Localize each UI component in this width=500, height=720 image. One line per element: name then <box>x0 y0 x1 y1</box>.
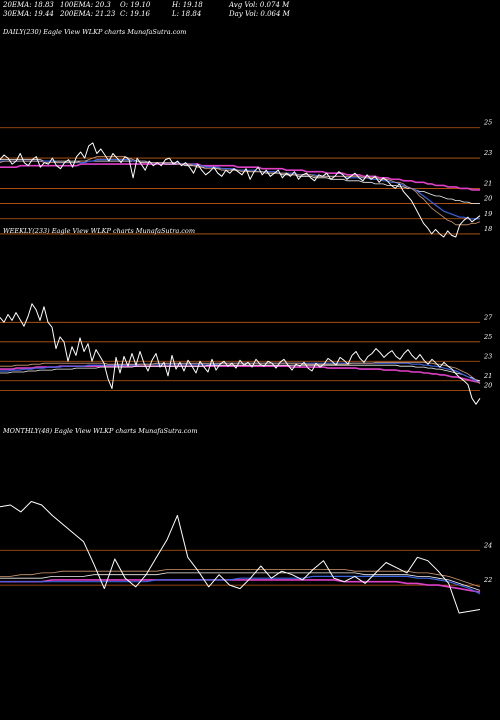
series-ema-mid-line <box>0 575 481 595</box>
series-ema-long-line <box>0 163 480 191</box>
stat-20ema: 20EMA: 18.83 <box>2 1 54 9</box>
stat-200ema: 200EMA: 21.23 <box>59 10 116 18</box>
y-tick-label: 24 <box>483 541 492 549</box>
y-tick-label: 25 <box>483 119 492 127</box>
series-ema-slow-line <box>0 364 481 382</box>
stat-100ema: 100EMA: 20.3 <box>60 1 111 9</box>
stats-header: 20EMA: 18.83 100EMA: 20.3 O: 19.10 H: 19… <box>2 1 291 18</box>
panel-daily-ticks: 25 23 21 20 19 18 <box>483 119 492 233</box>
y-tick-label: 18 <box>484 225 492 233</box>
y-tick-label: 19 <box>484 210 492 218</box>
stat-open: O: 19.10 <box>120 1 151 9</box>
panel-monthly-grid <box>0 549 480 586</box>
series-price-line <box>0 501 481 614</box>
series-ema-fast-line <box>0 569 481 588</box>
series-ema-fast-line <box>0 361 481 384</box>
panel-monthly-series <box>0 501 481 614</box>
panel-monthly-title: MONTHLY(48) Eagle View WLKP charts Munaf… <box>2 427 198 435</box>
series-ema-long-line <box>0 579 481 593</box>
stat-high: H: 19.18 <box>171 1 203 9</box>
stat-30ema: 30EMA: 19.44 <box>3 10 54 18</box>
panel-weekly: WEEKLY(233) Eagle View WLKP charts Munaf… <box>0 227 493 405</box>
y-tick-label: 27 <box>483 313 493 321</box>
y-tick-label: 21 <box>483 179 492 187</box>
y-tick-label: 22 <box>483 576 492 584</box>
series-ema-fast-line <box>0 156 481 226</box>
panel-weekly-title: WEEKLY(233) Eagle View WLKP charts Munaf… <box>3 227 195 235</box>
stat-low: L: 18.84 <box>171 10 201 18</box>
stat-day-vol: Day Vol: 0.064 M <box>228 10 291 18</box>
panel-daily-series <box>0 142 481 238</box>
panel-weekly-series <box>0 303 481 405</box>
panel-daily-grid <box>0 127 480 235</box>
y-tick-label: 21 <box>483 372 492 380</box>
y-tick-label: 20 <box>483 195 492 203</box>
stat-close: C: 19.16 <box>120 10 151 18</box>
y-tick-label: 20 <box>483 382 492 390</box>
y-tick-label: 23 <box>483 352 492 360</box>
y-tick-label: 23 <box>483 149 492 157</box>
panel-monthly: MONTHLY(48) Eagle View WLKP charts Munaf… <box>0 427 492 614</box>
panel-weekly-ticks: 27 25 23 21 20 <box>483 313 493 389</box>
panel-daily-title: DAILY(230) Eagle View WLKP charts Munafa… <box>2 28 186 36</box>
panel-daily: DAILY(230) Eagle View WLKP charts Munafa… <box>0 28 492 238</box>
y-tick-label: 25 <box>483 333 492 341</box>
panel-monthly-ticks: 24 22 <box>483 541 492 584</box>
series-ema-slow-line <box>0 572 481 591</box>
stat-avg-vol: Avg Vol: 0.074 M <box>228 1 290 9</box>
series-price-line <box>0 303 481 405</box>
series-price-line <box>0 142 481 238</box>
